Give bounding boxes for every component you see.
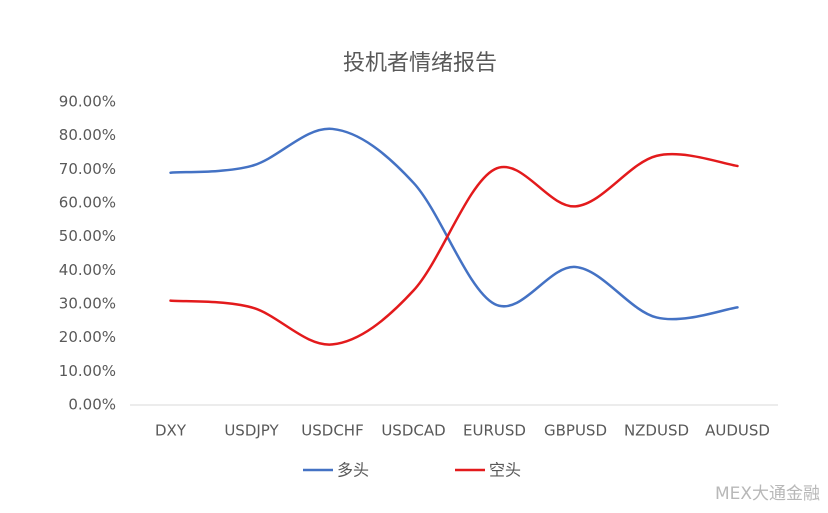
chart-title: 投机者情绪报告 bbox=[343, 51, 497, 76]
x-tick-label: DXY bbox=[155, 422, 187, 440]
y-tick-label: 90.00% bbox=[59, 93, 116, 111]
x-tick-label: USDCHF bbox=[301, 422, 363, 440]
y-tick-label: 70.00% bbox=[59, 160, 116, 178]
x-tick-label: GBPUSD bbox=[544, 422, 607, 440]
legend-label: 空头 bbox=[489, 461, 521, 480]
y-tick-label: 50.00% bbox=[59, 227, 116, 245]
series-line bbox=[169, 127, 739, 321]
y-tick-label: 80.00% bbox=[59, 126, 116, 144]
x-tick-label: EURUSD bbox=[463, 422, 526, 440]
legend-label: 多头 bbox=[337, 461, 369, 480]
y-tick-label: 40.00% bbox=[59, 261, 116, 279]
x-tick-label: NZDUSD bbox=[624, 422, 689, 440]
y-tick-label: 0.00% bbox=[68, 396, 116, 414]
x-tick-label: USDCAD bbox=[381, 422, 445, 440]
y-tick-label: 10.00% bbox=[59, 362, 116, 380]
x-tick-label: USDJPY bbox=[224, 422, 279, 440]
x-tick-label: AUDUSD bbox=[705, 422, 770, 440]
y-tick-label: 60.00% bbox=[59, 194, 116, 212]
y-tick-label: 30.00% bbox=[59, 295, 116, 313]
y-tick-label: 20.00% bbox=[59, 328, 116, 346]
watermark: MEX大通金融 bbox=[715, 484, 820, 504]
series-line bbox=[169, 152, 739, 346]
